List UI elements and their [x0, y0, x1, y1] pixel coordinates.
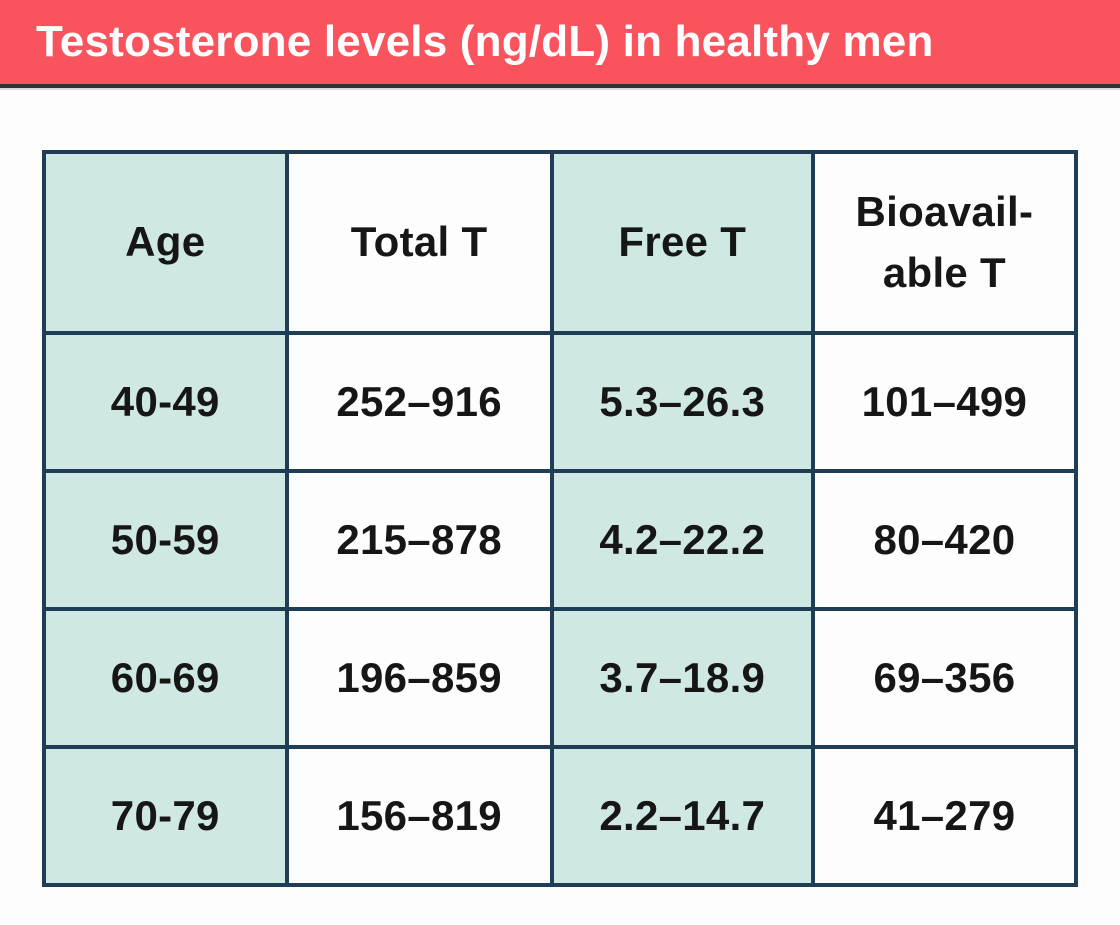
column-header-bioavailable-t: Bioavail- able T — [810, 150, 1079, 335]
cell-bioavailable-t: 41–279 — [810, 745, 1079, 887]
table-row: 50-59 215–878 4.2–22.2 80–420 — [42, 469, 1079, 611]
cell-total-t: 156–819 — [284, 745, 554, 887]
page-title: Testosterone levels (ng/dL) in healthy m… — [36, 17, 934, 66]
cell-bioavailable-t: 80–420 — [810, 469, 1079, 611]
cell-total-t: 215–878 — [284, 469, 554, 611]
cell-bioavailable-t: 101–499 — [810, 331, 1079, 473]
cell-total-t: 252–916 — [284, 331, 554, 473]
cell-age: 50-59 — [42, 469, 289, 611]
cell-free-t: 5.3–26.3 — [549, 331, 815, 473]
cell-free-t: 2.2–14.7 — [549, 745, 815, 887]
cell-free-t: 3.7–18.9 — [549, 607, 815, 749]
cell-free-t: 4.2–22.2 — [549, 469, 815, 611]
testosterone-table: Age Total T Free T Bioavail- able T 40-4… — [42, 150, 1079, 887]
table-header-row: Age Total T Free T Bioavail- able T — [42, 150, 1079, 335]
cell-age: 70-79 — [42, 745, 289, 887]
column-header-free-t: Free T — [549, 150, 815, 335]
table-row: 60-69 196–859 3.7–18.9 69–356 — [42, 607, 1079, 749]
table-row: 70-79 156–819 2.2–14.7 41–279 — [42, 745, 1079, 887]
cell-bioavailable-t: 69–356 — [810, 607, 1079, 749]
cell-age: 60-69 — [42, 607, 289, 749]
cell-age: 40-49 — [42, 331, 289, 473]
column-header-age: Age — [42, 150, 289, 335]
table-row: 40-49 252–916 5.3–26.3 101–499 — [42, 331, 1079, 473]
column-header-total-t: Total T — [284, 150, 554, 335]
cell-total-t: 196–859 — [284, 607, 554, 749]
content: Age Total T Free T Bioavail- able T 40-4… — [0, 90, 1120, 887]
banner-underline — [0, 84, 1120, 90]
page: Testosterone levels (ng/dL) in healthy m… — [0, 0, 1120, 887]
title-banner: Testosterone levels (ng/dL) in healthy m… — [0, 0, 1120, 84]
